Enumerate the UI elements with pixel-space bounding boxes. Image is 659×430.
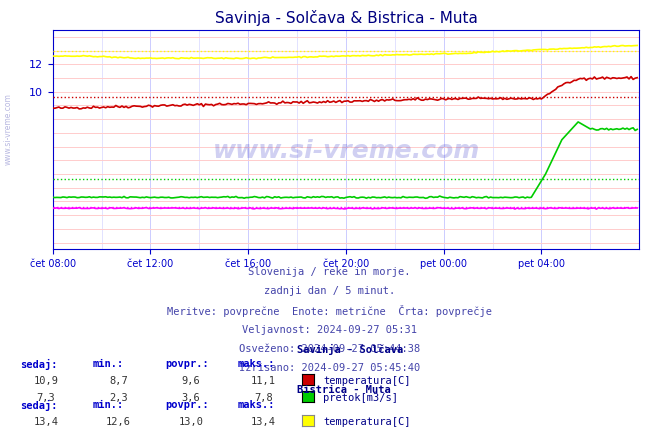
Text: min.:: min.: [92,359,123,369]
Text: Slovenija / reke in morje.: Slovenija / reke in morje. [248,267,411,276]
Text: 10,9: 10,9 [34,376,59,386]
Text: Osveženo: 2024-09-27 05:44:38: Osveženo: 2024-09-27 05:44:38 [239,344,420,354]
Text: 2,3: 2,3 [109,393,128,403]
Text: povpr.:: povpr.: [165,359,208,369]
Text: 3,6: 3,6 [182,393,200,403]
Text: povpr.:: povpr.: [165,400,208,410]
Text: www.si-vreme.com: www.si-vreme.com [212,139,480,163]
Text: Veljavnost: 2024-09-27 05:31: Veljavnost: 2024-09-27 05:31 [242,325,417,335]
Text: pretok[m3/s]: pretok[m3/s] [323,393,398,403]
Text: 13,4: 13,4 [251,417,276,427]
Text: 7,3: 7,3 [37,393,55,403]
Text: www.si-vreme.com: www.si-vreme.com [3,93,13,165]
Text: maks.:: maks.: [237,359,275,369]
Text: maks.:: maks.: [237,400,275,410]
Text: 7,8: 7,8 [254,393,273,403]
Text: 11,1: 11,1 [251,376,276,386]
Text: zadnji dan / 5 minut.: zadnji dan / 5 minut. [264,286,395,296]
Text: Izrisano: 2024-09-27 05:45:40: Izrisano: 2024-09-27 05:45:40 [239,363,420,373]
Text: 12,6: 12,6 [106,417,131,427]
Text: 13,0: 13,0 [179,417,204,427]
Text: Bistrica - Muta: Bistrica - Muta [297,385,390,395]
Text: Meritve: povprečne  Enote: metrične  Črta: povprečje: Meritve: povprečne Enote: metrične Črta:… [167,305,492,317]
Text: min.:: min.: [92,400,123,410]
Text: sedaj:: sedaj: [20,359,57,370]
Text: temperatura[C]: temperatura[C] [323,376,411,386]
Text: sedaj:: sedaj: [20,400,57,411]
Text: 8,7: 8,7 [109,376,128,386]
Text: Savinja - Solčava: Savinja - Solčava [297,344,403,355]
Text: temperatura[C]: temperatura[C] [323,417,411,427]
Text: 13,4: 13,4 [34,417,59,427]
Title: Savinja - Solčava & Bistrica - Muta: Savinja - Solčava & Bistrica - Muta [215,10,477,26]
Text: 9,6: 9,6 [182,376,200,386]
